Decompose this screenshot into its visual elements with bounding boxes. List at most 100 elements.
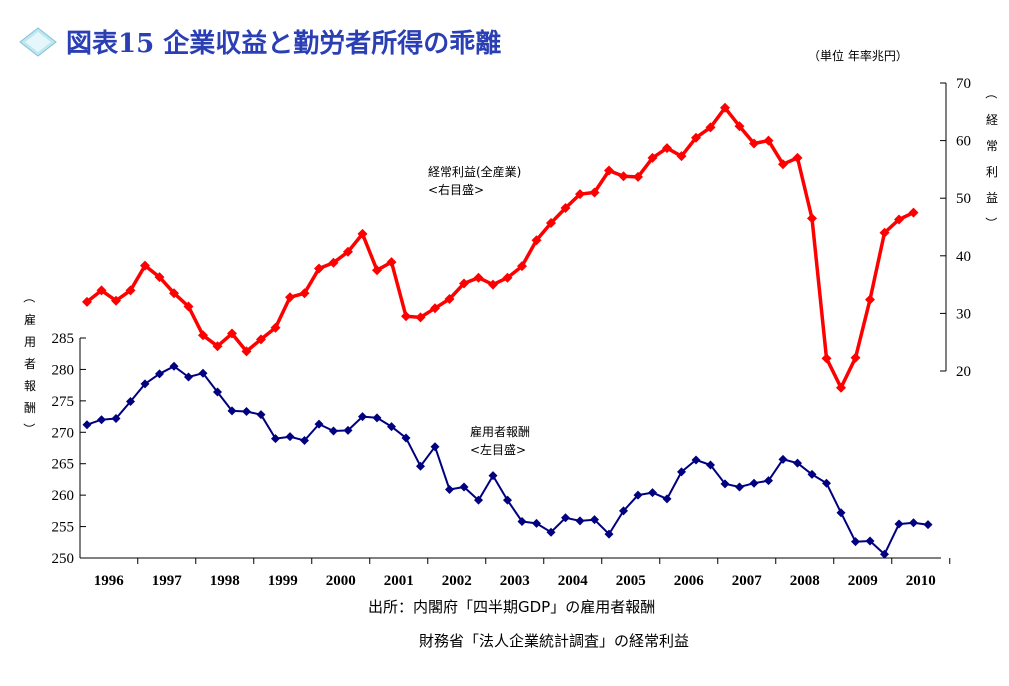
- x-tick-label: 2007: [732, 573, 763, 589]
- x-tick-label: 1997: [152, 573, 183, 589]
- compensation-point: [590, 515, 599, 525]
- compensation-point: [764, 476, 773, 486]
- profit-point: [125, 285, 136, 296]
- profit-point: [763, 135, 774, 146]
- left-tick-label: 280: [52, 362, 75, 378]
- left-axis-label-char: 用: [24, 335, 36, 349]
- compensation-point: [343, 425, 353, 435]
- right-axis-label-char: ）: [984, 217, 998, 229]
- series-profit: [82, 102, 919, 393]
- profit-point: [618, 171, 629, 182]
- compensation-point: [271, 434, 280, 444]
- profit-point: [691, 132, 701, 143]
- compensation-point: [169, 361, 179, 371]
- compensation-point: [140, 379, 150, 389]
- compensation-point: [706, 460, 715, 470]
- profit-point: [96, 285, 107, 296]
- left-axis-label-char: 者: [24, 357, 36, 371]
- compensation-point: [836, 508, 846, 518]
- x-tick-label: 2001: [384, 573, 414, 589]
- profit-series-sublabel: <右目盛>: [428, 182, 484, 197]
- right-axis-label-char: 常: [986, 139, 998, 153]
- compensation-point: [546, 527, 556, 537]
- profit-point: [792, 152, 803, 163]
- right-axis-label-char: 益: [986, 191, 998, 205]
- profit-point: [169, 288, 179, 299]
- compensation-point: [198, 368, 208, 378]
- compensation-point: [401, 433, 411, 443]
- compensation-point: [778, 454, 788, 464]
- profit-point: [415, 312, 426, 323]
- right-tick-label: 30: [956, 306, 971, 322]
- compensation-point: [184, 372, 193, 382]
- profit-point: [502, 272, 513, 283]
- x-tick-label: 1998: [210, 573, 240, 589]
- profit-point: [749, 138, 759, 149]
- compensation-point: [155, 369, 164, 379]
- right-axis-label-char: 経: [986, 113, 998, 127]
- profit-point: [604, 165, 614, 176]
- left-tick-label: 255: [52, 520, 75, 536]
- compensation-point: [285, 432, 295, 442]
- profit-point: [821, 353, 832, 364]
- profit-point: [82, 296, 92, 307]
- profit-point: [227, 328, 237, 339]
- left-axis: 250 255 260 265 270 275 280 285: [52, 331, 86, 567]
- profit-point: [256, 334, 266, 345]
- compensation-point: [459, 482, 469, 492]
- compensation-point: [82, 420, 92, 430]
- profit-point: [314, 263, 324, 274]
- compensation-point: [880, 549, 889, 559]
- profit-point: [401, 311, 411, 322]
- profit-point: [357, 228, 368, 239]
- compensation-point: [561, 513, 570, 523]
- left-axis-label-char: 酬: [24, 401, 36, 415]
- left-tick-label: 250: [52, 551, 75, 567]
- source-line-1: 出所：内閣府「四半期GDP」の雇用者報酬: [368, 598, 655, 616]
- x-tick-label: 2008: [790, 573, 820, 589]
- chart-title: 図表15 企業収益と勤労者所得の乖離: [66, 28, 501, 59]
- right-tick-label: 70: [956, 76, 971, 92]
- compensation-point: [720, 479, 730, 489]
- profit-point: [531, 235, 542, 246]
- unit-label: （単位 年率兆円）: [808, 48, 908, 63]
- profit-point: [546, 217, 556, 228]
- compensation-point: [430, 442, 440, 452]
- compensation-point: [358, 412, 367, 422]
- compensation-point: [503, 495, 512, 505]
- compensation-point: [242, 407, 251, 417]
- x-tick-label: 2000: [326, 573, 356, 589]
- profit-point: [154, 272, 165, 283]
- comp-series-label: 雇用者報酬: [470, 424, 530, 439]
- left-tick-label: 270: [52, 425, 75, 441]
- profit-point: [473, 272, 484, 283]
- x-tick-label: 1996: [94, 573, 125, 589]
- compensation-point: [372, 413, 382, 423]
- profit-point: [212, 341, 223, 352]
- profit-point: [299, 288, 310, 299]
- compensation-point: [97, 415, 106, 425]
- profit-point: [836, 382, 846, 393]
- profit-point: [734, 121, 745, 132]
- source-line-2: 財務省「法人企業統計調査」の経常利益: [419, 632, 689, 650]
- compensation-point: [735, 482, 744, 492]
- right-tick-label: 50: [956, 191, 971, 207]
- left-tick-label: 285: [52, 331, 75, 347]
- profit-point: [270, 322, 281, 333]
- compensation-point: [851, 537, 860, 547]
- left-axis-label-char: 報: [24, 379, 36, 393]
- profit-point: [198, 330, 208, 341]
- profit-series-label: 経常利益(全産業): [428, 164, 521, 179]
- profit-point: [140, 260, 150, 271]
- compensation-point: [923, 520, 933, 530]
- profit-point: [865, 294, 875, 305]
- left-tick-label: 265: [52, 457, 75, 473]
- x-tick-label: 2010: [906, 573, 936, 589]
- compensation-point: [517, 517, 527, 527]
- profit-point: [459, 278, 469, 289]
- compensation-point: [648, 488, 657, 498]
- profit-point: [778, 159, 788, 170]
- compensation-point: [749, 478, 759, 488]
- right-tick-label: 40: [956, 249, 971, 265]
- compensation-point: [314, 419, 324, 429]
